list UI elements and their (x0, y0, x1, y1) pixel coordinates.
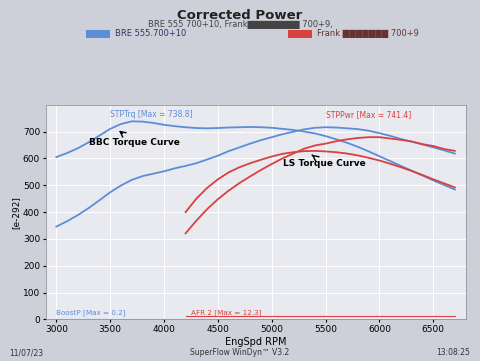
Text: LS Torque Curve: LS Torque Curve (283, 155, 365, 169)
Text: Corrected Power: Corrected Power (178, 9, 302, 22)
Text: Frank ███████ 700+9: Frank ███████ 700+9 (317, 30, 419, 38)
Text: 13:08:25: 13:08:25 (436, 348, 470, 357)
Text: BRE 555 700+10, Frank████████ 700+9,: BRE 555 700+10, Frank████████ 700+9, (147, 20, 333, 29)
Text: BRE 555.700+10: BRE 555.700+10 (115, 30, 186, 38)
Y-axis label: [e-292]: [e-292] (11, 196, 20, 229)
Text: BBC Torque Curve: BBC Torque Curve (89, 131, 180, 147)
Text: STPTrq [Max = 738.8]: STPTrq [Max = 738.8] (110, 110, 192, 119)
Text: SuperFlow WinDyn™ V3.2: SuperFlow WinDyn™ V3.2 (191, 348, 289, 357)
X-axis label: EngSpd RPM: EngSpd RPM (225, 337, 287, 347)
Text: BoostP [Max = 0.2]: BoostP [Max = 0.2] (56, 309, 126, 316)
Text: STPPwr [Max = 741.4]: STPPwr [Max = 741.4] (325, 110, 411, 119)
Text: AFR 2 [Max = 12.3]: AFR 2 [Max = 12.3] (191, 309, 262, 316)
Text: 11/07/23: 11/07/23 (10, 348, 44, 357)
